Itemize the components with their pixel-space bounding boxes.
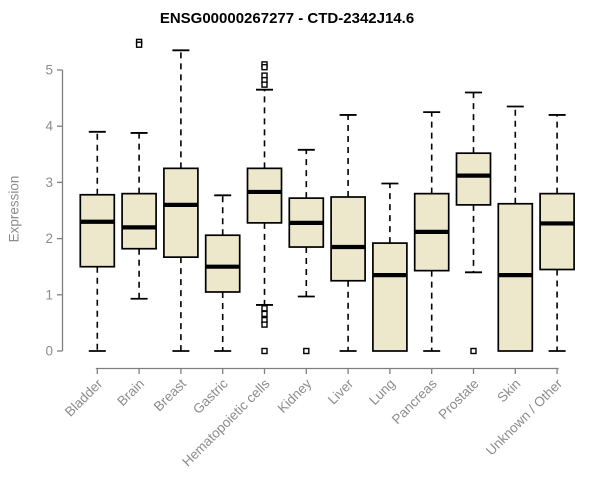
outlier-point <box>261 63 268 71</box>
iqr-box <box>497 202 534 352</box>
box-liver <box>330 114 366 352</box>
y-tick-label: 4 <box>45 119 53 134</box>
y-tick-label: 1 <box>45 287 53 302</box>
iqr-box <box>455 152 492 206</box>
box-unknown-other <box>539 114 575 352</box>
y-tick-label: 3 <box>45 175 53 190</box>
box-gastric <box>204 194 241 352</box>
box-hematopoietic-cells <box>246 61 283 355</box>
box-prostate <box>455 91 492 355</box>
outlier-point <box>261 347 268 355</box>
y-tick-label: 2 <box>45 231 53 246</box>
box-kidney <box>288 148 325 355</box>
y-tick-label: 5 <box>45 63 53 78</box>
outlier-point <box>303 347 310 355</box>
box-lung <box>372 182 408 352</box>
outlier-point <box>135 41 143 48</box>
x-tick-label: Breast <box>151 376 189 414</box>
box-bladder <box>79 130 116 352</box>
x-tick-label: Kidney <box>275 376 315 416</box>
iqr-box <box>330 196 366 282</box>
x-tick-label: Lung <box>366 376 398 408</box>
outlier-point <box>470 347 477 355</box>
box-brain <box>121 38 157 300</box>
iqr-box <box>79 193 116 268</box>
y-axis: 0 1 2 3 4 5 <box>45 63 64 359</box>
box-pancreas <box>413 111 450 352</box>
x-tick-label: Bladder <box>62 376 106 420</box>
outlier-point <box>261 310 268 318</box>
outlier-point <box>261 81 268 88</box>
iqr-box <box>372 242 408 352</box>
iqr-box <box>121 192 157 250</box>
x-tick-label: Unknown / Other <box>483 376 566 459</box>
iqr-box <box>539 192 575 271</box>
x-tick-label: Skin <box>494 376 523 405</box>
x-tick-label: Brain <box>114 376 147 409</box>
outlier-point <box>261 321 268 328</box>
box-breast <box>163 49 199 352</box>
iqr-box <box>246 167 283 224</box>
iqr-box <box>163 167 199 258</box>
x-tick-label: Liver <box>325 376 357 408</box>
x-tick-label: Pancreas <box>389 376 440 427</box>
y-tick-label: 0 <box>45 344 53 359</box>
outlier-point <box>261 305 268 312</box>
iqr-box <box>204 234 241 293</box>
x-tick-label: Gastric <box>190 376 231 417</box>
chart-title: ENSG00000267277 - CTD-2342J14.6 <box>159 10 415 27</box>
x-tick-label: Prostate <box>435 376 481 422</box>
box-skin <box>497 105 534 352</box>
